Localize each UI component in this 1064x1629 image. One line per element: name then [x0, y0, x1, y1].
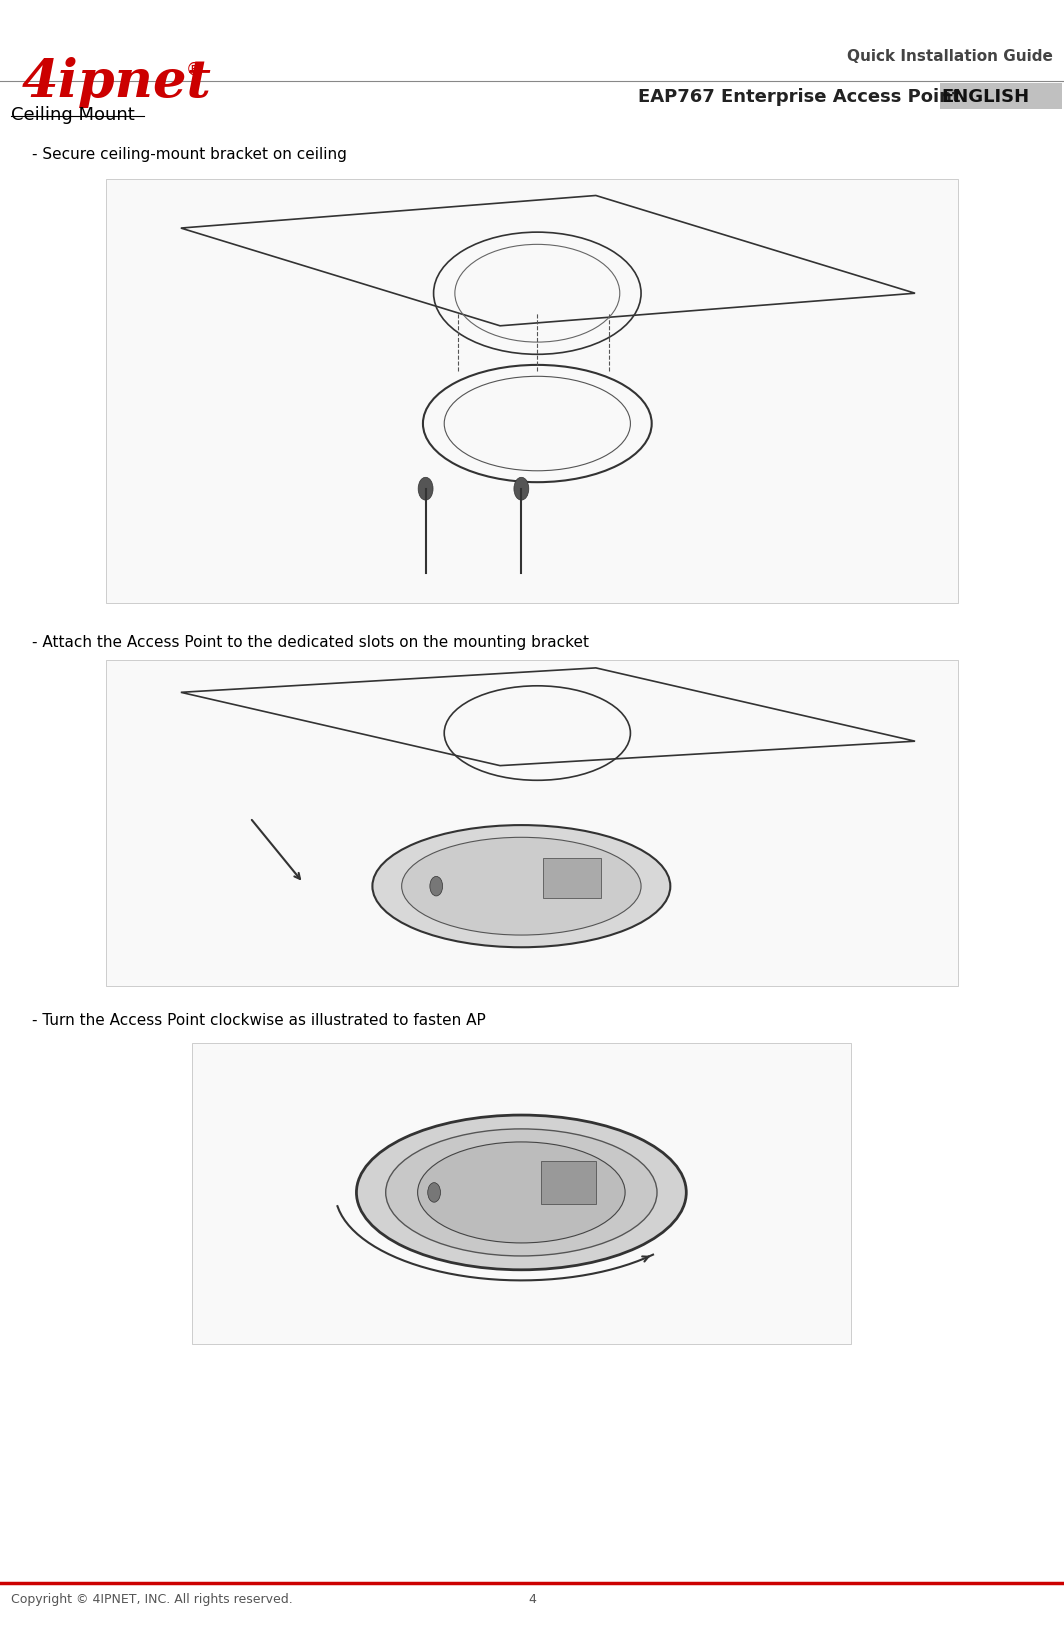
FancyBboxPatch shape	[543, 858, 601, 898]
Text: - Turn the Access Point clockwise as illustrated to fasten AP: - Turn the Access Point clockwise as ill…	[32, 1013, 485, 1028]
Text: 4: 4	[528, 1593, 536, 1606]
Text: Quick Installation Guide: Quick Installation Guide	[848, 49, 1053, 64]
FancyBboxPatch shape	[192, 1043, 851, 1344]
Circle shape	[430, 876, 443, 896]
Ellipse shape	[417, 1142, 626, 1243]
FancyBboxPatch shape	[106, 179, 958, 603]
Ellipse shape	[402, 837, 641, 935]
Circle shape	[428, 1183, 440, 1202]
Circle shape	[418, 477, 433, 500]
Text: Ceiling Mount: Ceiling Mount	[11, 106, 134, 124]
Text: EAP767 Enterprise Access Point: EAP767 Enterprise Access Point	[638, 88, 967, 106]
Ellipse shape	[386, 1129, 656, 1256]
Text: ®: ®	[186, 60, 203, 78]
FancyBboxPatch shape	[541, 1161, 596, 1204]
Text: 4ipnet: 4ipnet	[21, 57, 211, 108]
Text: - Secure ceiling-mount bracket on ceiling: - Secure ceiling-mount bracket on ceilin…	[32, 147, 347, 161]
Text: ENGLISH: ENGLISH	[942, 88, 1030, 106]
Circle shape	[514, 477, 529, 500]
Ellipse shape	[372, 824, 670, 948]
Ellipse shape	[356, 1116, 686, 1271]
FancyBboxPatch shape	[940, 83, 1062, 109]
FancyBboxPatch shape	[106, 660, 958, 986]
Text: - Attach the Access Point to the dedicated slots on the mounting bracket: - Attach the Access Point to the dedicat…	[32, 635, 588, 650]
Text: Copyright © 4IPNET, INC. All rights reserved.: Copyright © 4IPNET, INC. All rights rese…	[11, 1593, 293, 1606]
